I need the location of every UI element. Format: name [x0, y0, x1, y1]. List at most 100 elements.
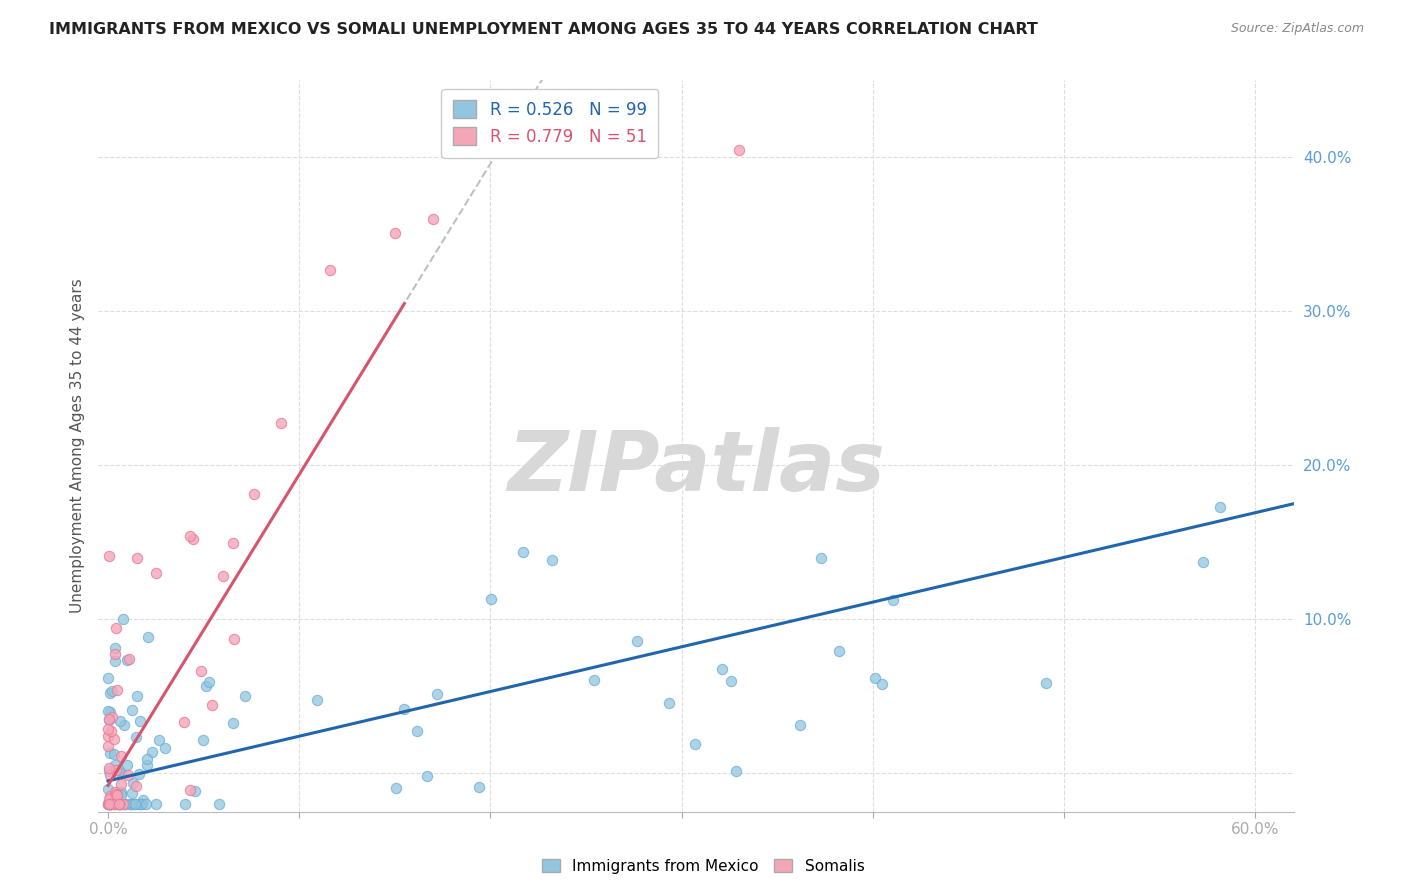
Point [104, 641, 127, 656]
Point [626, 634, 648, 648]
Point [479, 592, 502, 607]
Point [117, 767, 139, 781]
Point [103, 747, 125, 762]
Point [882, 592, 904, 607]
Point [125, 730, 148, 744]
Point [108, 797, 131, 811]
Point [100, 797, 122, 811]
Point [233, 689, 256, 703]
Point [98, 797, 121, 811]
Point [105, 683, 128, 698]
Point [97, 797, 120, 811]
Point [135, 752, 157, 766]
Point [1191, 555, 1213, 569]
Legend: R = 0.526   N = 99, R = 0.779   N = 51: R = 0.526 N = 99, R = 0.779 N = 51 [441, 88, 658, 158]
Point [101, 797, 124, 811]
Point [97, 739, 120, 753]
Point [110, 748, 132, 763]
Y-axis label: Unemployment Among Ages 35 to 44 years: Unemployment Among Ages 35 to 44 years [69, 278, 84, 614]
Point [97, 729, 120, 743]
Point [198, 675, 221, 690]
Point [108, 714, 131, 728]
Point [136, 631, 159, 645]
Point [110, 777, 132, 791]
Point [97, 797, 120, 811]
Point [98, 797, 121, 811]
Point [98, 549, 121, 563]
Point [104, 647, 127, 661]
Point [98, 797, 121, 811]
Point [181, 532, 204, 546]
Text: ZIPatlas: ZIPatlas [508, 427, 884, 508]
Point [104, 654, 127, 668]
Point [121, 703, 143, 717]
Point [145, 566, 167, 580]
Point [115, 757, 138, 772]
Point [125, 550, 148, 565]
Point [224, 632, 246, 647]
Point [720, 673, 742, 688]
Point [121, 797, 143, 811]
Legend: Immigrants from Mexico, Somalis: Immigrants from Mexico, Somalis [536, 853, 870, 880]
Point [105, 788, 128, 802]
Point [98, 789, 121, 804]
Point [685, 737, 707, 751]
Point [128, 797, 150, 811]
Point [97, 764, 120, 779]
Point [128, 767, 150, 781]
Point [105, 797, 128, 811]
Point [98, 768, 121, 782]
Point [108, 797, 131, 811]
Point [100, 723, 122, 738]
Point [97, 781, 120, 796]
Point [810, 551, 832, 566]
Point [124, 797, 146, 811]
Point [416, 768, 439, 782]
Point [242, 487, 264, 501]
Point [125, 779, 148, 793]
Point [114, 797, 136, 811]
Point [98, 797, 121, 811]
Point [108, 763, 131, 777]
Point [120, 797, 142, 811]
Point [863, 671, 886, 685]
Point [108, 797, 131, 811]
Point [97, 761, 120, 775]
Point [98, 746, 121, 760]
Point [193, 732, 215, 747]
Point [422, 211, 444, 226]
Point [153, 741, 176, 756]
Point [97, 704, 120, 718]
Point [406, 724, 429, 739]
Point [211, 568, 233, 582]
Point [97, 722, 120, 736]
Point [190, 664, 212, 678]
Point [110, 797, 132, 811]
Point [97, 791, 120, 805]
Point [132, 793, 155, 807]
Point [728, 143, 751, 157]
Point [97, 671, 120, 685]
Point [104, 797, 127, 811]
Point [98, 705, 121, 719]
Point [828, 644, 851, 658]
Point [179, 783, 201, 797]
Point [118, 652, 141, 666]
Point [270, 416, 292, 430]
Point [107, 797, 129, 811]
Point [307, 692, 329, 706]
Point [120, 797, 142, 811]
Point [145, 797, 167, 811]
Point [115, 652, 138, 666]
Point [101, 710, 124, 724]
Point [724, 764, 747, 778]
Point [110, 785, 132, 799]
Point [173, 715, 195, 730]
Point [129, 797, 152, 811]
Point [141, 745, 163, 759]
Point [98, 797, 121, 811]
Point [1208, 500, 1230, 515]
Point [392, 702, 415, 716]
Point [208, 797, 231, 811]
Point [98, 686, 121, 700]
